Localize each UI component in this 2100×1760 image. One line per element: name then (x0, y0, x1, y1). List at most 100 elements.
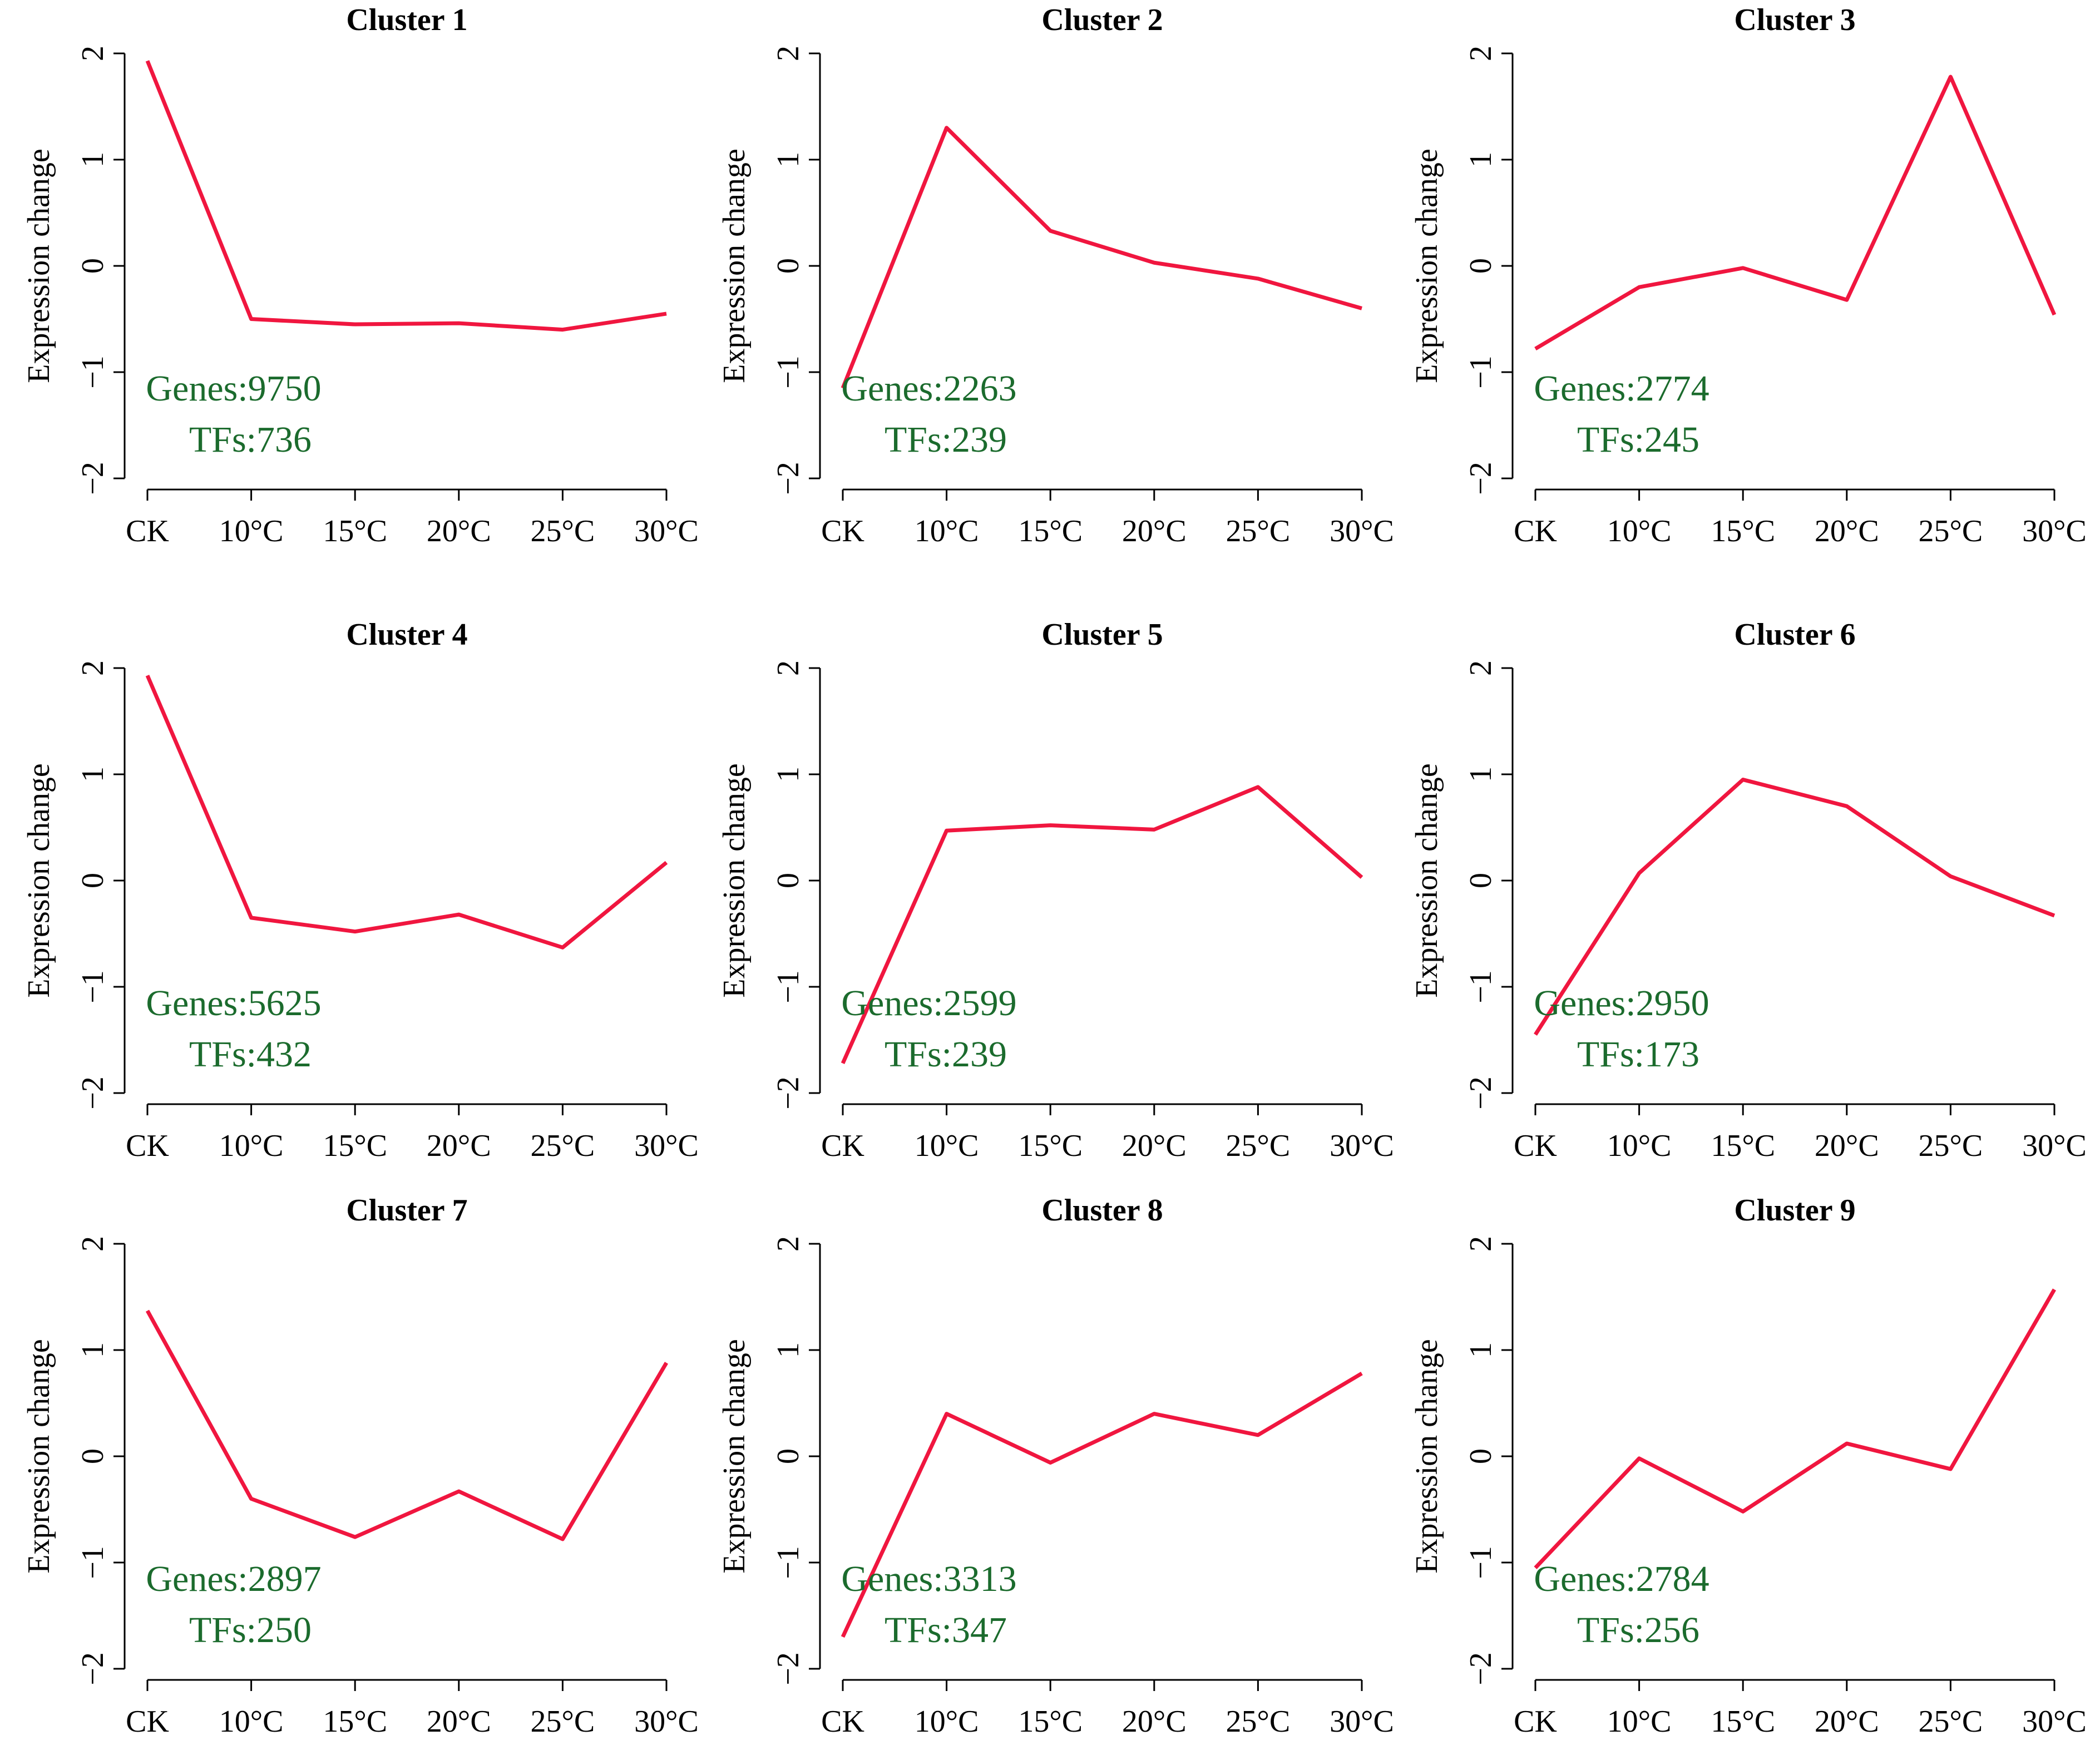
y-axis-label: Expression change (1410, 763, 1444, 997)
x-tick-label: 10°C (1607, 514, 1672, 548)
y-tick-label: −1 (1464, 1546, 1498, 1579)
y-tick-label: 1 (771, 1342, 806, 1358)
y-tick-label: −2 (771, 1652, 806, 1685)
x-tick-label: 10°C (915, 1129, 979, 1163)
y-tick-label: 0 (76, 258, 110, 274)
x-tick-label: 20°C (1122, 1704, 1187, 1739)
y-tick-label: 1 (1464, 1342, 1498, 1358)
panel: Cluster 4 Expression change −2 −1 0 1 2 CK 10°C 1… (22, 617, 699, 1163)
y-tick-label: 2 (771, 660, 806, 676)
x-tick-label: 20°C (1815, 1704, 1879, 1739)
x-tick-label: CK (821, 1129, 864, 1163)
y-tick-label: 2 (76, 1236, 110, 1252)
panel-title: Cluster 2 (1041, 3, 1163, 37)
y-tick-label: −2 (1464, 462, 1498, 495)
y-tick-label: −1 (771, 1546, 806, 1579)
data-line (841, 1372, 1363, 1638)
x-tick-label: 20°C (427, 1704, 491, 1739)
annotation: TFs:239 (885, 1034, 1007, 1075)
annotation: Genes:3313 (841, 1559, 1016, 1599)
y-tick-label: 1 (76, 1342, 110, 1358)
x-tick-label: CK (1514, 1129, 1557, 1163)
panel: Cluster 1 Expression change −2 −1 0 1 2 CK 10°C 1… (22, 3, 699, 548)
annotation: Genes:5625 (146, 983, 321, 1024)
panel-title: Cluster 9 (1734, 1193, 1855, 1228)
x-tick-label: 20°C (427, 514, 491, 548)
x-tick-label: 15°C (1711, 1129, 1775, 1163)
x-tick-label: 15°C (323, 514, 387, 548)
y-tick-label: 0 (771, 1448, 806, 1464)
x-tick-label: 30°C (1330, 1704, 1394, 1739)
x-tick-label: 30°C (634, 1704, 699, 1739)
data-line (1534, 1288, 2057, 1569)
x-tick-label: 15°C (1018, 1704, 1083, 1739)
y-axis-label: Expression change (22, 1339, 56, 1573)
y-tick-label: 1 (771, 152, 806, 167)
annotation: TFs:347 (885, 1610, 1007, 1650)
annotation: TFs:245 (1577, 419, 1699, 460)
x-tick-label: 30°C (634, 514, 699, 548)
data-line (145, 60, 667, 332)
x-tick-label: 30°C (2022, 1129, 2087, 1163)
y-tick-label: −1 (1464, 355, 1498, 389)
x-tick-label: 30°C (2022, 1704, 2087, 1739)
y-tick-label: −1 (1464, 970, 1498, 1003)
x-tick-label: 15°C (1711, 514, 1775, 548)
x-tick-label: 10°C (915, 1704, 979, 1739)
y-tick-label: −2 (76, 462, 110, 495)
data-line (841, 785, 1363, 1064)
y-tick-label: −2 (76, 1652, 110, 1685)
panel: Cluster 5 Expression change −2 −1 0 1 2 CK 10°C 1… (717, 617, 1394, 1163)
x-tick-label: 15°C (1711, 1704, 1775, 1739)
panel-title: Cluster 4 (346, 617, 467, 652)
y-tick-label: 0 (1464, 258, 1498, 274)
x-tick-label: 15°C (1018, 514, 1083, 548)
annotation: TFs:736 (189, 419, 312, 460)
y-axis-label: Expression change (1410, 1339, 1444, 1573)
annotation: Genes:2263 (841, 368, 1016, 409)
annotation: Genes:2950 (1534, 983, 1709, 1024)
x-tick-label: 10°C (915, 514, 979, 548)
y-tick-label: 1 (771, 767, 806, 782)
y-tick-label: 2 (1464, 46, 1498, 61)
x-tick-label: 10°C (1607, 1704, 1672, 1739)
annotation: TFs:432 (189, 1034, 312, 1075)
y-tick-label: 0 (1464, 873, 1498, 888)
y-axis-label: Expression change (717, 149, 752, 383)
y-tick-label: 0 (771, 873, 806, 888)
y-axis-label: Expression change (22, 763, 56, 997)
annotation: Genes:2774 (1534, 368, 1709, 409)
y-tick-label: 2 (76, 46, 110, 61)
x-tick-label: 20°C (1815, 1129, 1879, 1163)
x-tick-label: 15°C (323, 1704, 387, 1739)
x-tick-label: CK (1514, 514, 1557, 548)
y-tick-label: 2 (1464, 1236, 1498, 1252)
y-tick-label: 1 (76, 152, 110, 167)
y-tick-label: 1 (76, 767, 110, 782)
x-tick-label: 25°C (1919, 1129, 1983, 1163)
panel: Cluster 7 Expression change −2 −1 0 1 2 CK 10°C 1… (22, 1193, 699, 1739)
panel: Cluster 9 Expression change −2 −1 0 1 2 CK 10°C 1… (1410, 1193, 2087, 1739)
panel: Cluster 8 Expression change −2 −1 0 1 2 CK 10°C 1… (717, 1193, 1394, 1739)
x-tick-label: 25°C (531, 514, 595, 548)
x-tick-label: 30°C (1330, 514, 1394, 548)
y-tick-label: 0 (771, 258, 806, 274)
y-tick-label: −2 (1464, 1076, 1498, 1110)
y-tick-label: 1 (1464, 152, 1498, 167)
annotation: TFs:173 (1577, 1034, 1699, 1075)
y-tick-label: 0 (76, 1448, 110, 1464)
x-tick-label: 10°C (219, 1129, 284, 1163)
data-line (1534, 75, 2057, 350)
panel-title: Cluster 3 (1734, 3, 1855, 37)
y-tick-label: −1 (76, 970, 110, 1003)
y-tick-label: −1 (76, 355, 110, 389)
y-tick-label: −2 (76, 1076, 110, 1110)
x-tick-label: 20°C (427, 1129, 491, 1163)
y-axis-label: Expression change (1410, 149, 1444, 383)
x-tick-label: 20°C (1122, 514, 1187, 548)
x-tick-label: 25°C (1919, 1704, 1983, 1739)
panel-title: Cluster 7 (346, 1193, 467, 1228)
y-axis-label: Expression change (717, 763, 752, 997)
y-tick-label: −2 (771, 1076, 806, 1110)
